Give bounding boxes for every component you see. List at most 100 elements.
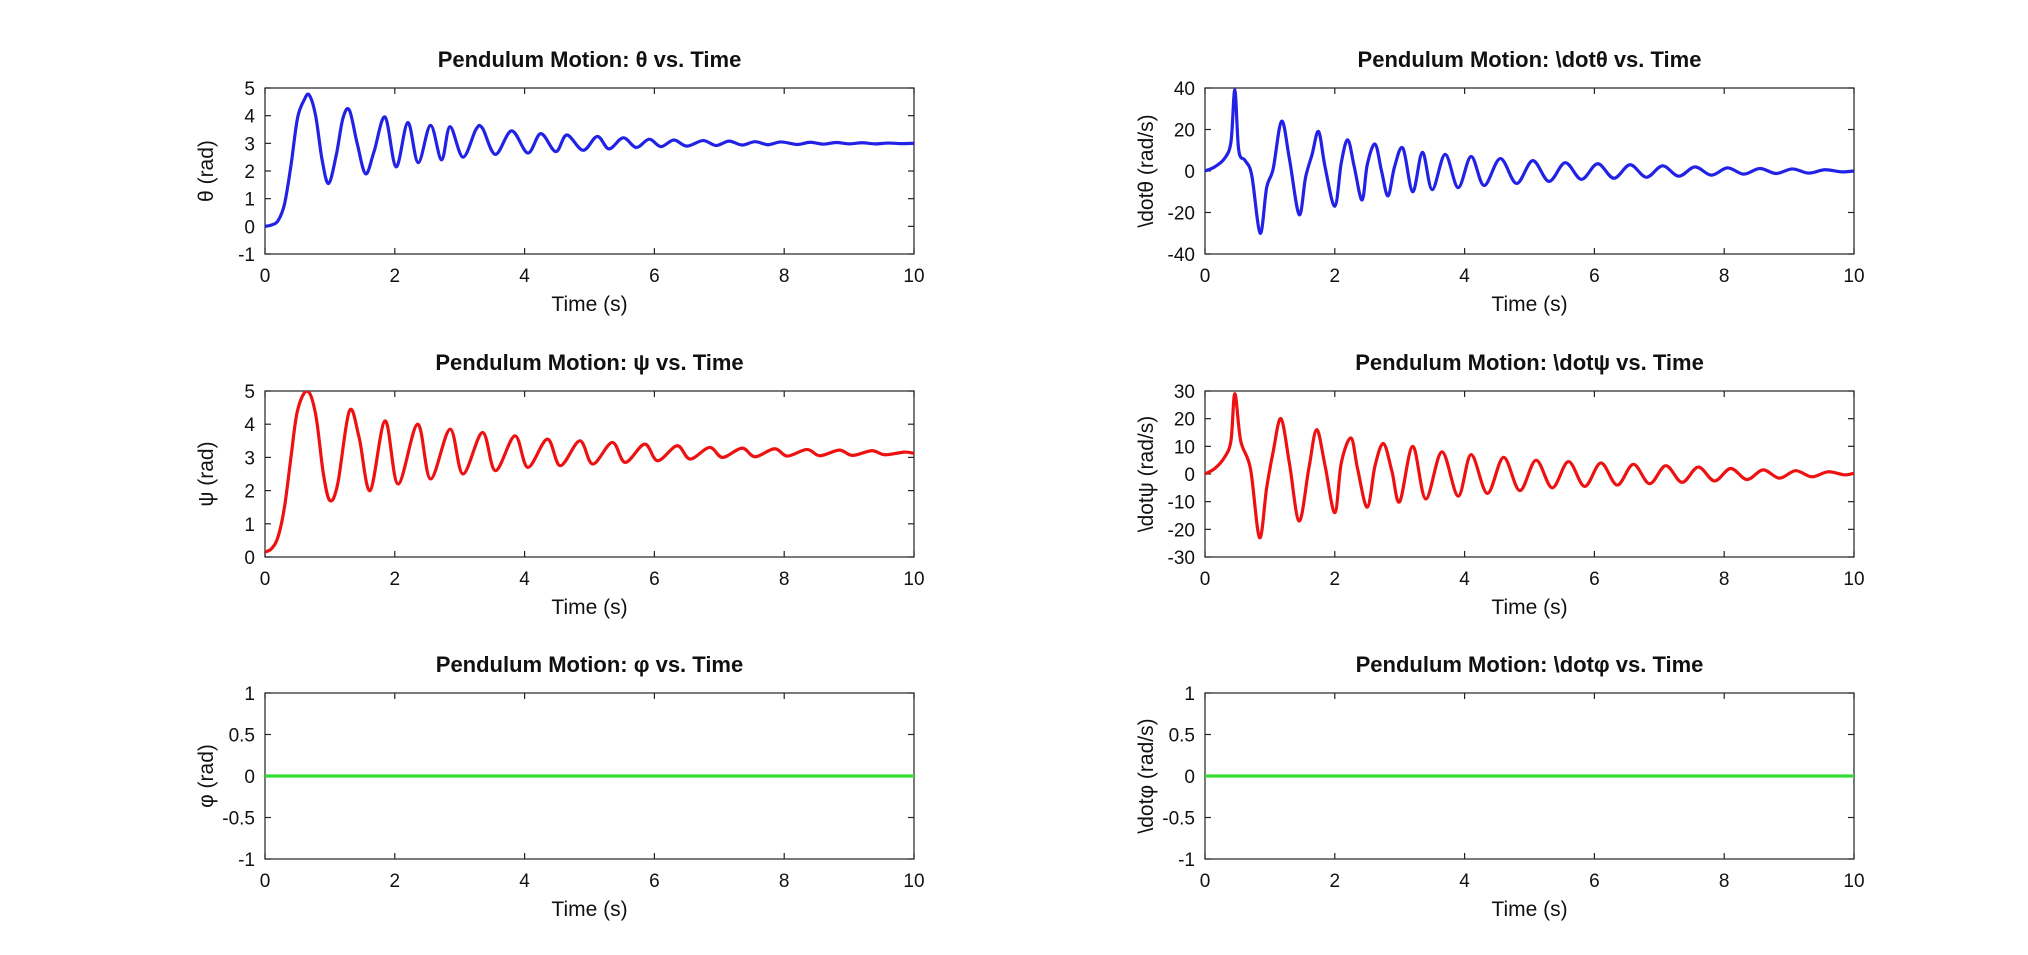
x-tick-label: 4 xyxy=(519,871,530,892)
y-tick-label: 20 xyxy=(1174,121,1195,142)
y-axis-label: θ (rad) xyxy=(195,140,218,202)
y-tick-label: 1 xyxy=(244,515,255,536)
y-tick-label: 3 xyxy=(244,448,255,469)
subplot-5: Pendulum Motion: φ vs. Time 0 2 4 6 8 10 -1 -0.5… xyxy=(195,652,925,921)
series-line-1 xyxy=(265,92,914,228)
x-tick-label: 2 xyxy=(390,266,401,287)
x-tick-label: 6 xyxy=(1589,266,1600,287)
x-tick-label: 6 xyxy=(649,266,660,287)
chart-title: Pendulum Motion: \dotθ vs. Time xyxy=(1358,47,1702,72)
y-tick-label: 1 xyxy=(1184,684,1195,705)
subplot-4: Pendulum Motion: \dotψ vs. Time 0 2 4 6 8 10 -3… xyxy=(1135,350,1865,619)
y-tick-label: 1 xyxy=(244,190,255,211)
x-tick-label: 6 xyxy=(649,569,660,590)
y-tick-label: 30 xyxy=(1174,382,1195,403)
x-tick-label: 10 xyxy=(1843,569,1864,590)
y-tick-label: -1 xyxy=(238,850,255,871)
y-tick-label: 0 xyxy=(1184,767,1195,788)
x-tick-label: 8 xyxy=(1719,266,1730,287)
x-tick-label: 6 xyxy=(1589,569,1600,590)
series-line-1 xyxy=(265,391,914,554)
y-tick-label: 4 xyxy=(244,107,255,128)
y-tick-label: 10 xyxy=(1174,437,1195,458)
x-tick-label: 10 xyxy=(903,871,924,892)
subplot-2: Pendulum Motion: \dotθ vs. Time 0 2 4 6 8 10 -4… xyxy=(1135,47,1865,316)
axes-frame xyxy=(264,390,915,558)
x-tick-label: 10 xyxy=(903,569,924,590)
x-tick-label: 4 xyxy=(1459,569,1470,590)
y-tick-label: 5 xyxy=(244,382,255,403)
x-tick-label: 0 xyxy=(260,266,271,287)
y-axis-label: φ (rad) xyxy=(195,744,218,808)
x-tick-label: 8 xyxy=(779,569,790,590)
y-axis-label: \dotθ (rad/s) xyxy=(1135,114,1158,227)
x-tick-label: 8 xyxy=(1719,569,1730,590)
x-tick-label: 2 xyxy=(390,569,401,590)
x-tick-label: 0 xyxy=(1200,266,1211,287)
x-axis-label: Time (s) xyxy=(1491,898,1567,921)
x-tick-label: 6 xyxy=(649,871,660,892)
y-tick-label: 0.5 xyxy=(1169,726,1195,747)
x-tick-label: 6 xyxy=(1589,871,1600,892)
x-tick-label: 2 xyxy=(1330,871,1341,892)
x-tick-label: 0 xyxy=(1200,569,1211,590)
x-tick-label: 10 xyxy=(1843,266,1864,287)
y-axis-label: \dotψ (rad/s) xyxy=(1135,416,1158,533)
y-tick-label: 3 xyxy=(244,134,255,155)
x-tick-label: 4 xyxy=(1459,871,1470,892)
x-tick-label: 10 xyxy=(1843,871,1864,892)
y-tick-label: -0.5 xyxy=(1162,809,1195,830)
x-tick-label: 4 xyxy=(1459,266,1470,287)
chart-title: Pendulum Motion: θ vs. Time xyxy=(438,47,742,72)
series-line-1 xyxy=(1205,392,1854,540)
y-tick-label: -10 xyxy=(1168,493,1195,514)
y-tick-label: 0 xyxy=(1184,162,1195,183)
y-tick-label: 0 xyxy=(1184,465,1195,486)
y-tick-label: -0.5 xyxy=(222,809,255,830)
x-tick-label: 2 xyxy=(1330,266,1341,287)
series-line-1 xyxy=(1205,88,1854,235)
y-tick-label: -20 xyxy=(1168,520,1195,541)
y-tick-label: 0 xyxy=(244,767,255,788)
chart-title: Pendulum Motion: ψ vs. Time xyxy=(435,350,743,375)
chart-title: Pendulum Motion: \dotφ vs. Time xyxy=(1356,652,1704,677)
y-tick-label: -20 xyxy=(1168,204,1195,225)
x-axis-label: Time (s) xyxy=(551,596,627,619)
chart-title: Pendulum Motion: \dotψ vs. Time xyxy=(1355,350,1704,375)
x-tick-label: 0 xyxy=(1200,871,1211,892)
x-tick-label: 10 xyxy=(903,266,924,287)
y-tick-label: 2 xyxy=(244,482,255,503)
x-axis-label: Time (s) xyxy=(1491,293,1567,316)
x-tick-label: 8 xyxy=(1719,871,1730,892)
y-tick-label: 0.5 xyxy=(229,726,255,747)
subplot-3: Pendulum Motion: ψ vs. Time 0 2 4 6 8 10 0 1 2 3 4 5… xyxy=(195,350,925,619)
y-tick-label: 5 xyxy=(244,79,255,100)
axes-frame xyxy=(264,87,915,255)
y-tick-label: 0 xyxy=(244,548,255,569)
x-tick-label: 8 xyxy=(779,266,790,287)
x-axis-label: Time (s) xyxy=(1491,596,1567,619)
x-tick-label: 8 xyxy=(779,871,790,892)
y-tick-label: 0 xyxy=(244,217,255,238)
y-tick-label: 40 xyxy=(1174,79,1195,100)
y-axis-label: \dotφ (rad/s) xyxy=(1135,718,1158,833)
x-axis-label: Time (s) xyxy=(551,898,627,921)
y-tick-label: -1 xyxy=(238,245,255,266)
x-tick-label: 2 xyxy=(1330,569,1341,590)
y-tick-label: -30 xyxy=(1168,548,1195,569)
y-tick-label: 2 xyxy=(244,162,255,183)
y-axis-label: ψ (rad) xyxy=(195,441,218,506)
x-tick-label: 0 xyxy=(260,569,271,590)
axes-frame xyxy=(1204,87,1855,255)
x-axis-label: Time (s) xyxy=(551,293,627,316)
y-tick-label: -1 xyxy=(1178,850,1195,871)
y-tick-label: -40 xyxy=(1168,245,1195,266)
x-tick-label: 2 xyxy=(390,871,401,892)
chart-title: Pendulum Motion: φ vs. Time xyxy=(436,652,743,677)
y-tick-label: 4 xyxy=(244,415,255,436)
x-tick-label: 4 xyxy=(519,569,530,590)
y-tick-label: 20 xyxy=(1174,410,1195,431)
y-tick-label: 1 xyxy=(244,684,255,705)
